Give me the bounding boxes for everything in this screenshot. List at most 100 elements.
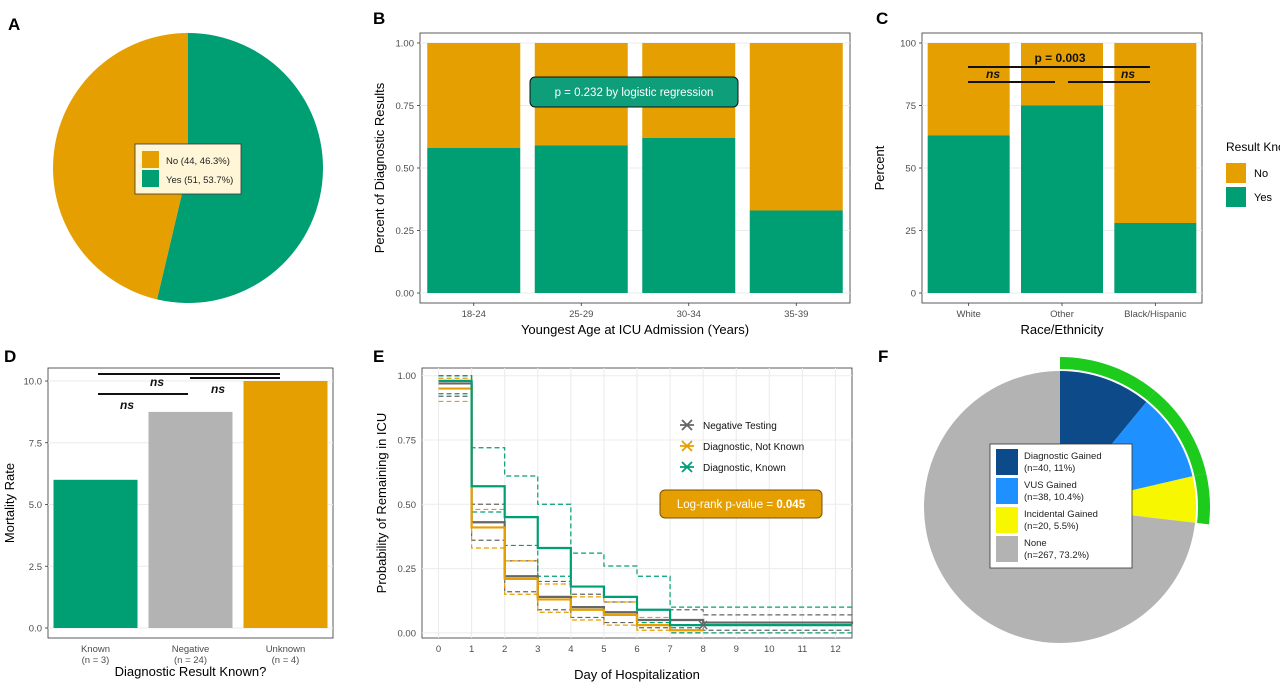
y-tick-label: 0.00 xyxy=(398,628,417,639)
ci-upper-line xyxy=(438,375,852,608)
y-tick-label: 0.00 xyxy=(396,289,415,300)
x-tick-label: 9 xyxy=(734,644,739,655)
ns-label: ns xyxy=(1121,67,1135,81)
x-axis-title: Day of Hospitalization xyxy=(574,667,700,682)
y-tick-label: 0.50 xyxy=(398,500,417,511)
p-value-label: p = 0.003 xyxy=(1034,51,1085,65)
bar-yes xyxy=(927,135,1010,293)
y-tick-label: 75 xyxy=(905,101,916,112)
y-tick-label: 0 xyxy=(911,289,916,300)
gained-ring xyxy=(1060,357,1156,401)
y-axis-title: Probability of Remaining in ICU xyxy=(374,413,389,594)
x-tick-label: 1 xyxy=(469,644,474,655)
y-tick-label: 5.0 xyxy=(29,500,42,511)
legend-detail: (n=38, 10.4%) xyxy=(1024,492,1084,503)
panel-letter: A xyxy=(8,15,20,34)
legend-label: Negative Testing xyxy=(703,421,777,432)
x-tick-sublabel: (n = 3) xyxy=(82,655,110,666)
legend-key-yes xyxy=(1226,187,1246,207)
legend-key xyxy=(680,419,694,431)
legend-key xyxy=(996,507,1018,533)
y-tick-label: 0.75 xyxy=(398,436,417,447)
x-tick-label: 18-24 xyxy=(462,309,486,320)
annotation-box xyxy=(659,489,823,519)
y-axis-title: Percent xyxy=(872,145,887,190)
panel-letter: F xyxy=(878,347,888,366)
legend-label: VUS Gained xyxy=(1024,480,1077,491)
legend-key-no xyxy=(1226,163,1246,183)
legend-label: Diagnostic Gained xyxy=(1024,451,1102,462)
bar-yes xyxy=(749,210,843,293)
legend-key-no xyxy=(142,151,159,168)
x-tick-label: 10 xyxy=(764,644,775,655)
legend-key-yes xyxy=(142,170,159,187)
panel-letter: D xyxy=(4,347,16,366)
censor-mark xyxy=(698,620,708,630)
x-tick-label: Unknown xyxy=(266,644,306,655)
legend-title: Result Known? xyxy=(1226,140,1280,154)
survival-line xyxy=(438,387,704,632)
legend-label: None xyxy=(1024,538,1047,549)
x-axis-title: Diagnostic Result Known? xyxy=(115,664,267,679)
legend-label-yes: Yes (51, 53.7%) xyxy=(166,175,233,186)
x-tick-label: 35-39 xyxy=(784,309,808,320)
pie-f-legend: Diagnostic Gained(n=40, 11%)VUS Gained(n… xyxy=(989,443,1133,569)
bar-yes xyxy=(642,138,736,293)
x-tick-label: 30-34 xyxy=(677,309,701,320)
legend-key xyxy=(680,440,694,452)
legend-key xyxy=(996,478,1018,504)
y-tick-label: 50 xyxy=(905,164,916,175)
y-tick-label: 0.50 xyxy=(396,164,415,175)
x-tick-label: 12 xyxy=(830,644,841,655)
y-axis-title: Percent of Diagnostic Results xyxy=(372,82,387,253)
legend-label-no: No (44, 46.3%) xyxy=(166,156,230,167)
ci-upper-line xyxy=(438,375,853,618)
legend-key xyxy=(996,536,1018,562)
x-tick-label: White xyxy=(957,309,981,320)
legend-key xyxy=(680,461,694,473)
x-axis-title: Race/Ethnicity xyxy=(1020,322,1104,337)
panel-letter: E xyxy=(373,347,384,366)
x-tick-label: 2 xyxy=(502,644,507,655)
x-tick-label: 11 xyxy=(797,644,807,655)
bar-yes xyxy=(1114,223,1197,293)
legend-label: Yes xyxy=(1254,192,1272,204)
x-tick-label: 7 xyxy=(667,644,672,655)
y-tick-label: 0.25 xyxy=(396,226,415,237)
pie-slice-no xyxy=(53,33,189,300)
x-axis-title: Youngest Age at ICU Admission (Years) xyxy=(521,322,749,337)
x-tick-sublabel: (n = 4) xyxy=(272,655,300,666)
x-tick-label: 0 xyxy=(436,644,441,655)
legend-key xyxy=(996,449,1018,475)
x-tick-label: 6 xyxy=(634,644,639,655)
legend-label: Diagnostic, Not Known xyxy=(703,442,804,453)
legend-detail: (n=20, 5.5%) xyxy=(1024,521,1079,532)
y-tick-label: 100 xyxy=(900,39,916,50)
annotation-value: 0.045 xyxy=(776,499,805,511)
x-tick-label: Negative xyxy=(172,644,210,655)
y-tick-label: 10.0 xyxy=(24,377,43,388)
y-tick-label: 25 xyxy=(905,226,916,237)
legend-detail: (n=40, 11%) xyxy=(1024,463,1075,474)
bar-yes xyxy=(427,148,521,293)
x-tick-label: 5 xyxy=(601,644,606,655)
bar-no xyxy=(1021,43,1103,106)
gained-ring xyxy=(1194,473,1211,525)
x-tick-label: 8 xyxy=(701,644,706,655)
x-tick-sublabel: (n = 24) xyxy=(174,655,207,666)
x-tick-label: 3 xyxy=(535,644,540,655)
annotation-text: p = 0.232 by logistic regression xyxy=(555,87,714,99)
bar-yes xyxy=(1021,105,1103,293)
y-tick-label: 7.5 xyxy=(29,438,42,449)
bar-no xyxy=(427,43,521,148)
legend-label: Incidental Gained xyxy=(1024,509,1098,520)
ci-lower-line xyxy=(438,400,704,634)
legend-detail: (n=267, 73.2%) xyxy=(1024,550,1089,561)
y-tick-label: 1.00 xyxy=(396,39,415,50)
ci-lower-line xyxy=(438,395,852,631)
bar-yes xyxy=(534,145,628,293)
bar-no xyxy=(749,43,843,211)
annotation-prefix: Log-rank p-value = xyxy=(677,499,776,511)
annotation-text: Log-rank p-value = 0.045 xyxy=(677,499,806,511)
